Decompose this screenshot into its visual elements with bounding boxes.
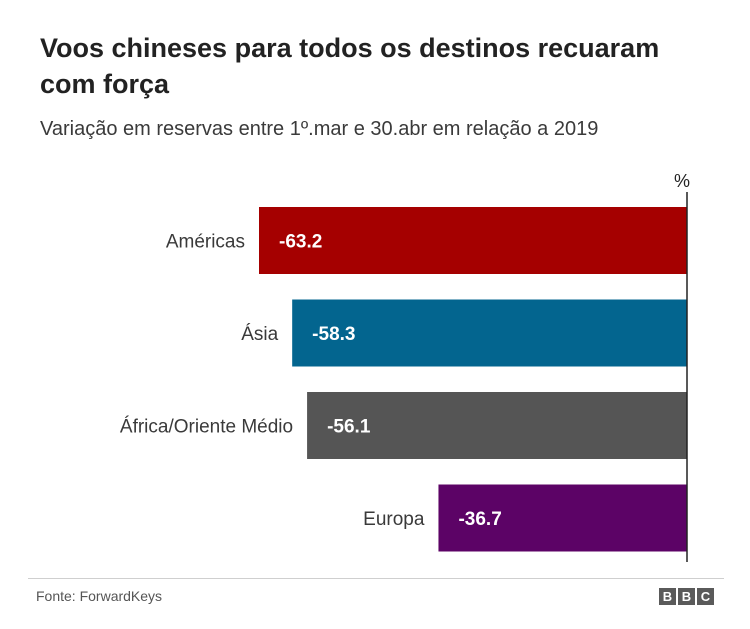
bar-value-label: -63.2 <box>279 232 322 253</box>
bar <box>259 207 687 274</box>
bbc-logo-letter: B <box>678 588 695 605</box>
bar-chart: -63.2 Américas -58.3 Ásia -56.1 África/Orient… <box>120 171 690 562</box>
bar <box>307 392 687 459</box>
chart-subtitle: Variação em reservas entre 1º.mar e 30.a… <box>40 118 599 140</box>
bar-value-label: -36.7 <box>458 509 501 530</box>
unit-label: % <box>674 171 690 191</box>
bbc-logo-letter: C <box>697 588 714 605</box>
chart-title: Voos chineses para todos os destinos rec… <box>40 33 660 99</box>
footer-divider <box>28 578 724 579</box>
category-label: Ásia <box>241 324 278 345</box>
category-label: África/Oriente Médio <box>120 417 293 438</box>
bbc-logo-letter: B <box>659 588 676 605</box>
category-label: Europa <box>363 509 425 530</box>
bar <box>292 299 687 367</box>
bar-value-label: -58.3 <box>312 324 355 345</box>
bbc-logo: B B C <box>659 588 714 605</box>
bar-value-label: -56.1 <box>327 417 371 438</box>
source-note: Fonte: ForwardKeys <box>36 588 163 604</box>
bar <box>438 484 687 552</box>
category-label: Américas <box>166 232 245 253</box>
